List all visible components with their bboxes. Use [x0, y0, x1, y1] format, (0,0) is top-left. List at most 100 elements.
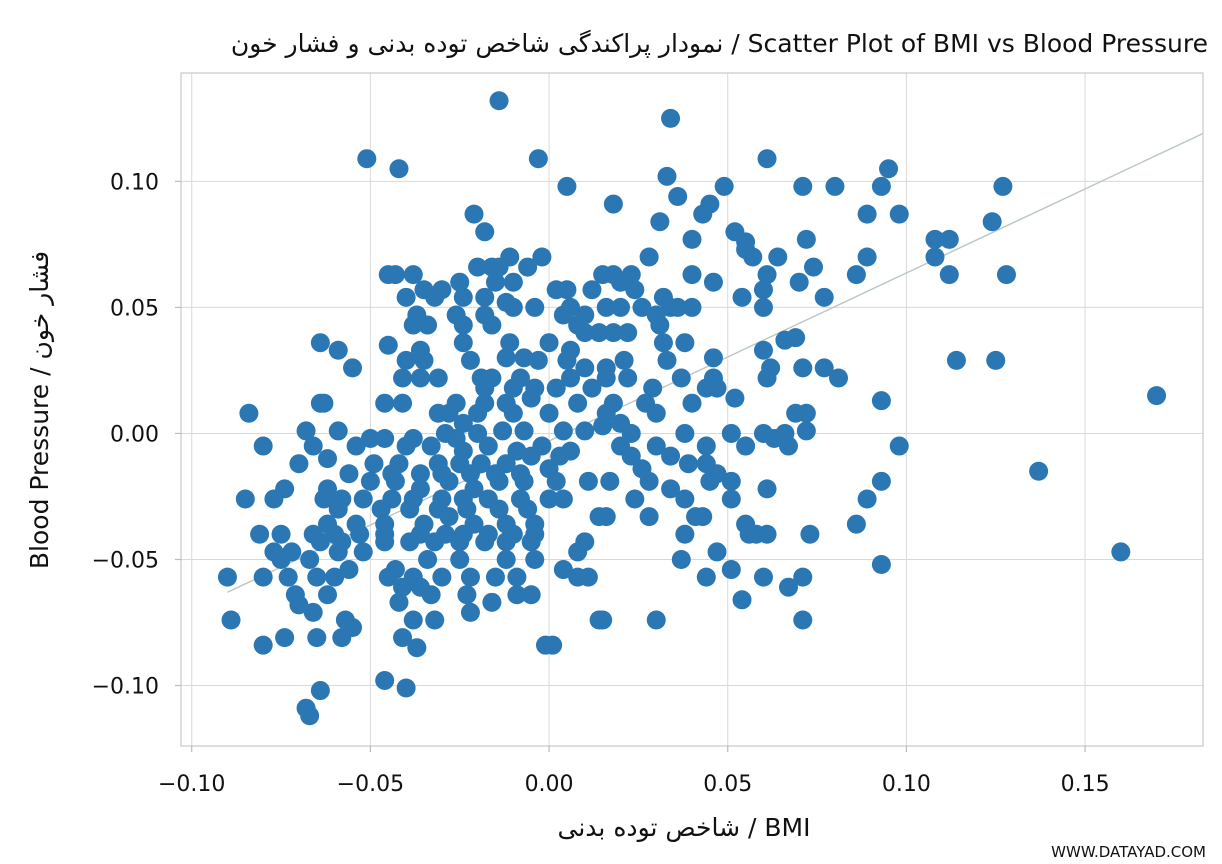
data-point [678, 454, 698, 474]
y-axis-label: Blood Pressure / فشار خون [25, 251, 54, 569]
data-point [857, 489, 877, 509]
data-point [825, 176, 845, 196]
data-point [375, 393, 395, 413]
data-point [639, 507, 659, 527]
data-point [339, 464, 359, 484]
data-point [661, 479, 681, 499]
data-point [661, 297, 681, 317]
data-point [450, 532, 470, 552]
data-point [707, 542, 727, 562]
data-point [325, 567, 345, 587]
data-point [460, 350, 480, 370]
data-point [468, 423, 488, 443]
data-point [264, 489, 284, 509]
data-point [518, 257, 538, 277]
data-point [403, 265, 423, 285]
data-point [328, 421, 348, 441]
data-point [489, 257, 509, 277]
data-point [403, 315, 423, 335]
data-point [528, 149, 548, 169]
y-axis-ticks: −0.10 −0.05 0.00 0.05 0.10 [92, 170, 181, 700]
data-point [603, 323, 623, 343]
data-point [503, 297, 523, 317]
data-point [450, 549, 470, 569]
data-point [468, 403, 488, 423]
x-tick-label: −0.05 [337, 772, 404, 797]
data-point [703, 348, 723, 368]
data-point [328, 340, 348, 360]
data-point [757, 524, 777, 544]
data-point [725, 388, 745, 408]
data-point [582, 378, 602, 398]
data-point [450, 272, 470, 292]
data-point [360, 471, 380, 491]
data-point [453, 287, 473, 307]
data-point [1111, 542, 1131, 562]
data-point [796, 403, 816, 423]
data-point [496, 532, 516, 552]
data-point [396, 436, 416, 456]
data-point [378, 265, 398, 285]
data-point [846, 265, 866, 285]
data-point [925, 247, 945, 267]
data-point [239, 403, 259, 423]
data-point [600, 471, 620, 491]
data-point [389, 159, 409, 179]
data-point [675, 524, 695, 544]
data-point [503, 272, 523, 292]
data-point [489, 499, 509, 519]
data-point [425, 532, 445, 552]
data-point [753, 567, 773, 587]
data-point [596, 507, 616, 527]
data-point [946, 350, 966, 370]
data-point [271, 549, 291, 569]
data-point [871, 471, 891, 491]
x-tick-label: 0.10 [882, 772, 931, 797]
data-point [925, 229, 945, 249]
data-point [871, 555, 891, 575]
data-point [389, 592, 409, 612]
data-point [639, 247, 659, 267]
data-point [889, 436, 909, 456]
data-point [603, 194, 623, 214]
data-point [485, 272, 505, 292]
data-point [503, 403, 523, 423]
data-point [496, 549, 516, 569]
data-point [611, 272, 631, 292]
data-point [757, 479, 777, 499]
data-point [310, 333, 330, 353]
data-point [475, 378, 495, 398]
data-point [639, 471, 659, 491]
data-point [514, 421, 534, 441]
data-point [514, 348, 534, 368]
y-tick-label: −0.10 [92, 675, 159, 700]
data-point [575, 323, 595, 343]
x-tick-label: 0.15 [1061, 772, 1110, 797]
data-point [328, 499, 348, 519]
data-point [353, 489, 373, 509]
data-point [796, 229, 816, 249]
data-point [475, 222, 495, 242]
data-point [410, 368, 430, 388]
data-point [646, 436, 666, 456]
chart-title: نمودار پراکندگی شاخص توده بدنی و فشار خو… [231, 29, 1208, 59]
data-point [457, 585, 477, 605]
data-point [539, 403, 559, 423]
data-point [871, 391, 891, 411]
data-point [596, 297, 616, 317]
data-point [385, 471, 405, 491]
data-point [1147, 386, 1167, 406]
y-tick-label: 0.10 [110, 170, 159, 195]
data-point [789, 272, 809, 292]
data-point [814, 287, 834, 307]
data-point [489, 91, 509, 111]
data-point [453, 315, 473, 335]
data-point [939, 229, 959, 249]
data-point [432, 567, 452, 587]
data-point [364, 454, 384, 474]
data-point [378, 335, 398, 355]
data-point [879, 159, 899, 179]
data-point [500, 333, 520, 353]
data-point [753, 297, 773, 317]
data-point [521, 388, 541, 408]
